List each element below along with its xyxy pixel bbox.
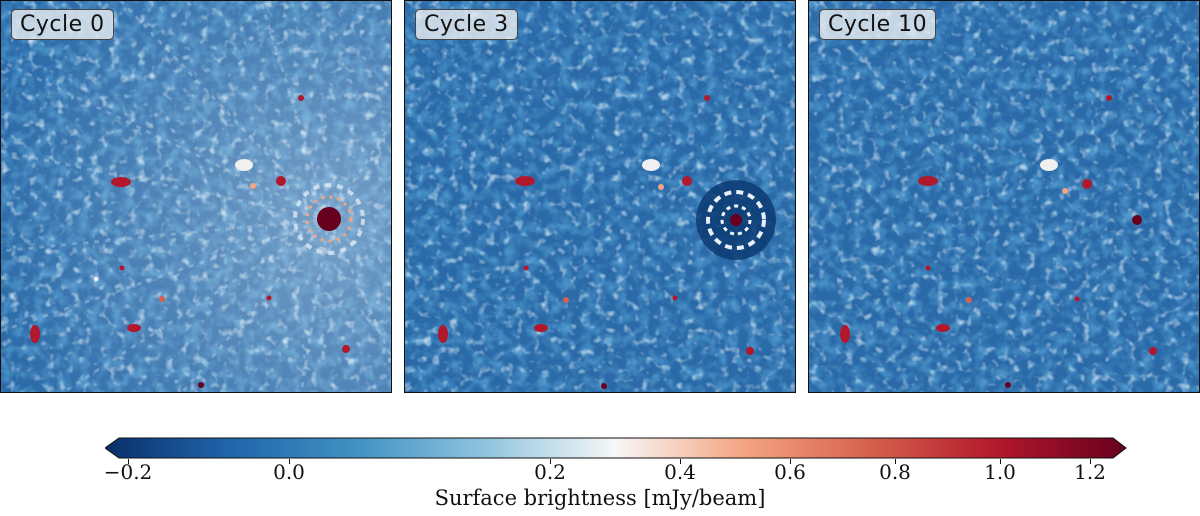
- radio-image-cycle-3: [405, 1, 795, 392]
- colorbar-tick-mark: [680, 459, 681, 464]
- colorbar-label: Surface brightness [mJy/beam]: [434, 486, 766, 510]
- colorbar-tick-mark: [289, 459, 290, 464]
- colorbar: [105, 437, 1127, 459]
- colorbar-tick-label: 0.2: [534, 460, 566, 484]
- image-panel-cycle-3: Cycle 3: [404, 0, 796, 393]
- colorbar-tick-label: 1.2: [1074, 460, 1106, 484]
- colorbar-tick-label: −0.2: [103, 460, 153, 484]
- panel-label: Cycle 3: [415, 9, 518, 40]
- colorbar-tick-label: 0.8: [879, 460, 911, 484]
- sources: [30, 95, 365, 388]
- colorbar-gradient: [105, 437, 1127, 459]
- colorbar-tick-mark: [895, 459, 896, 464]
- image-panel-cycle-0: Cycle 0: [0, 0, 392, 393]
- colorbar-tick-label: 1.0: [984, 460, 1016, 484]
- colorbar-tick-label: 0.4: [664, 460, 696, 484]
- radio-image-cycle-10: [809, 1, 1199, 392]
- panel-label: Cycle 0: [11, 9, 114, 40]
- colorbar-tick-label: 0.0: [273, 460, 305, 484]
- colorbar-tick-mark: [550, 459, 551, 464]
- colorbar-tick-label: 0.6: [774, 460, 806, 484]
- sources: [438, 95, 776, 389]
- radio-image-cycle-0: [1, 1, 391, 392]
- colorbar-tick-mark: [128, 459, 129, 464]
- panel-label: Cycle 10: [819, 9, 937, 40]
- sidelobe-rays: [1, 1, 391, 392]
- colorbar-tick-mark: [1000, 459, 1001, 464]
- colorbar-tick-mark: [790, 459, 791, 464]
- sources: [840, 95, 1157, 388]
- image-panel-cycle-10: Cycle 10: [808, 0, 1200, 393]
- colorbar-tick-mark: [1090, 459, 1091, 464]
